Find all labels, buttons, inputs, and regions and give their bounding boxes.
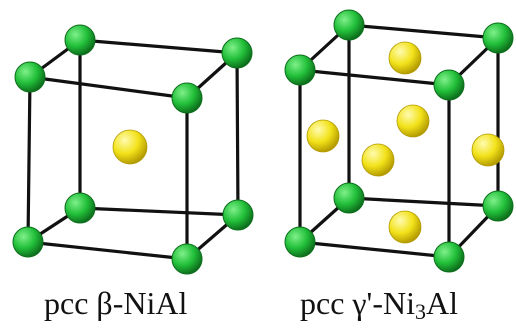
ni-corner-atom (433, 69, 465, 101)
al-face-atom-bottom (388, 210, 422, 244)
al-face-atom-front (361, 143, 395, 177)
ni-corner-atom (222, 199, 254, 231)
al-center-atom (112, 129, 148, 165)
caption-prefix: pcc (44, 285, 89, 321)
caption-prefix: pcc (300, 285, 345, 321)
caption-gamma-prime-ni3al: pcc γ'-Ni3Al (300, 283, 458, 324)
ni-corner-atom (64, 24, 96, 56)
unit-cell-beta-nial (12, 24, 254, 275)
caption-label-start: γ'-Ni (352, 285, 415, 321)
ni-corner-atom (14, 61, 46, 93)
ni-corner-atom (12, 226, 44, 258)
al-face-atom-right (471, 133, 505, 167)
al-face-atom-top (388, 41, 422, 75)
ni-corner-atom (171, 243, 203, 275)
caption-beta-nial: pcc β-NiAl (44, 283, 187, 323)
ni-corner-atom (171, 82, 203, 114)
caption-label: β-NiAl (96, 285, 188, 321)
al-face-atom-left (306, 119, 340, 153)
ni-corner-atom (433, 241, 465, 273)
ni-corner-atom (284, 54, 316, 86)
ni-corner-atom (284, 226, 316, 258)
unit-cell-gamma-prime-ni3al (284, 9, 514, 273)
ni-corner-atom (333, 9, 365, 41)
caption-label-end: Al (425, 285, 458, 321)
ni-corner-atom (64, 192, 96, 224)
al-face-atom-back (396, 104, 430, 138)
ni-corner-atom (482, 22, 514, 54)
ni-corner-atom (333, 182, 365, 214)
caption-label: γ'-Ni3Al (352, 285, 458, 324)
ni-corner-atom (482, 190, 514, 222)
caption-subscript: 3 (414, 299, 426, 324)
ni-corner-atom (221, 37, 253, 69)
